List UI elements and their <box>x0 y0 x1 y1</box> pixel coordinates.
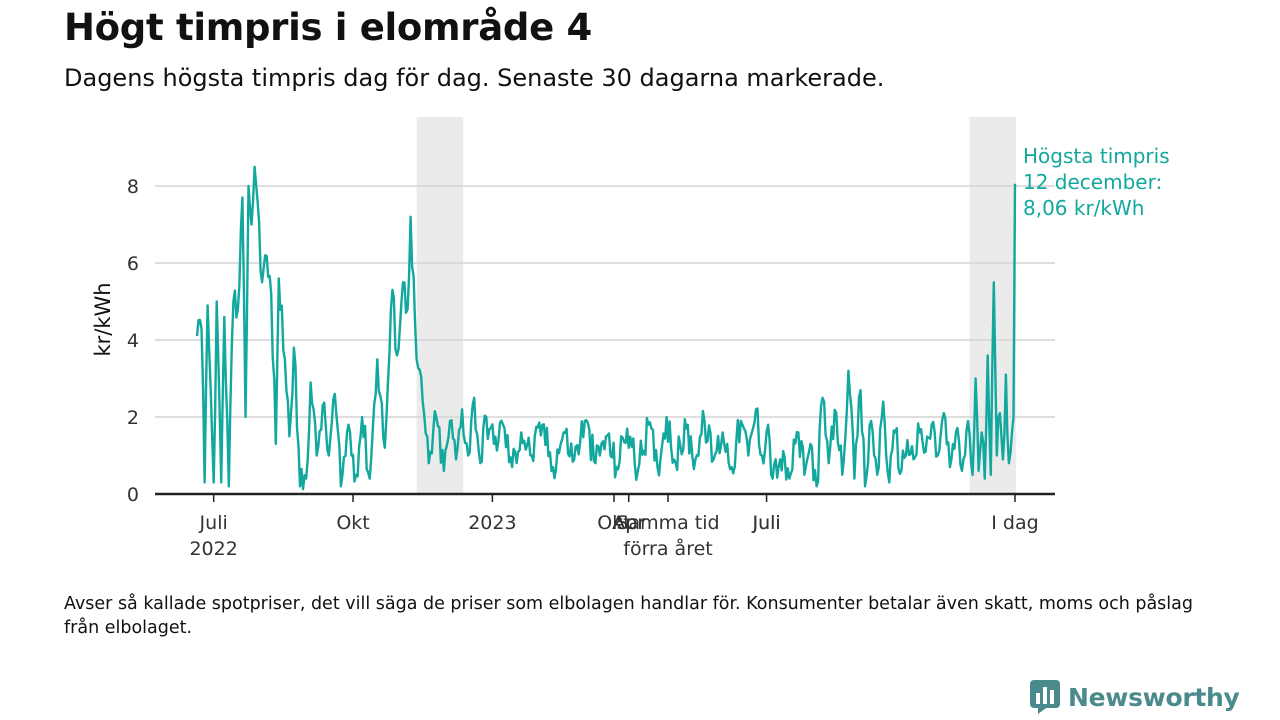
annotation-text: 12 december: <box>1023 170 1162 194</box>
y-tick-label: 0 <box>127 484 139 506</box>
y-tick-label: 8 <box>127 176 139 198</box>
x-tick-label: Juli <box>199 512 228 534</box>
x-tick-label-line2: 2022 <box>189 538 237 560</box>
x-tick-label: Samma tid <box>616 512 719 534</box>
brand-logo: Newsworthy <box>1030 680 1240 714</box>
footnote: Avser så kallade spotpriser, det vill sä… <box>64 594 1193 638</box>
y-tick-label: 6 <box>127 253 139 275</box>
y-tick-label: 2 <box>127 407 139 429</box>
chart-title: Högt timpris i elområde 4 <box>64 6 592 49</box>
x-tick-label: Okt <box>336 512 369 534</box>
x-tick-label-line2: förra året <box>623 537 712 560</box>
x-tick-label: Apr <box>612 512 645 534</box>
price-line <box>195 165 1017 491</box>
brand-name: Newsworthy <box>1068 682 1240 712</box>
annotation-text: 8,06 kr/kWh <box>1023 196 1144 220</box>
x-tick-label: 2023 <box>468 512 516 534</box>
x-tick-label: I dag <box>991 512 1038 534</box>
x-tick-label: Apr <box>612 512 645 534</box>
x-tick-label: Juli <box>751 512 780 534</box>
y-axis-label: kr/kWh <box>91 282 115 356</box>
x-tick-label: Okt <box>597 512 630 534</box>
y-tick-label: 4 <box>127 330 139 352</box>
x-tick-label: Juli <box>751 512 780 534</box>
chart-subtitle: Dagens högsta timpris dag för dag. Senas… <box>64 64 885 92</box>
bar-chart-icon <box>1030 680 1060 714</box>
annotation-text: Högsta timpris <box>1023 144 1170 168</box>
